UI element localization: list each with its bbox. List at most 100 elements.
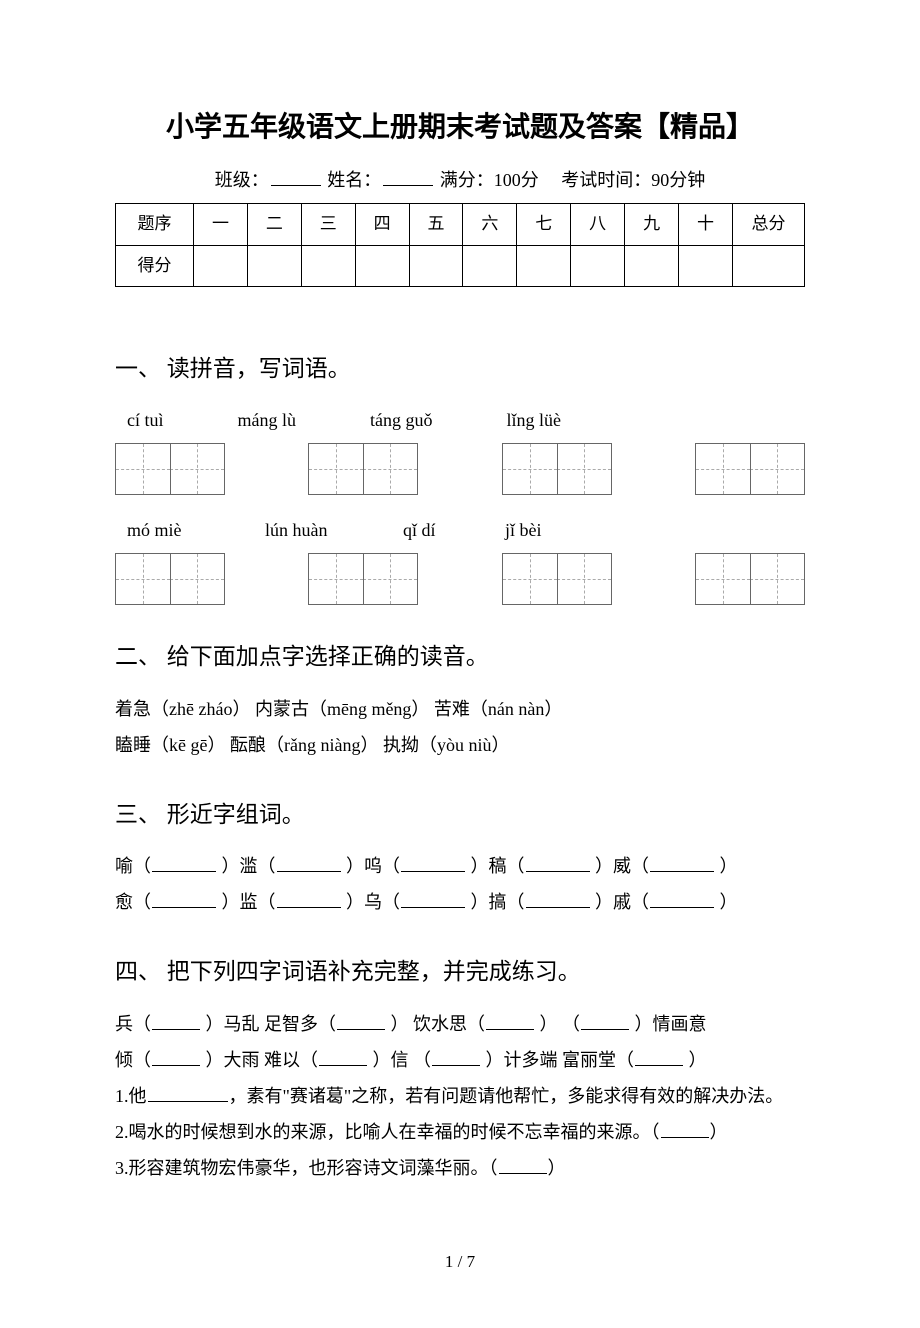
- section-3-heading: 三、 形近字组词。: [115, 793, 805, 837]
- table-cell: 六: [463, 204, 517, 245]
- table-cell: [301, 245, 355, 286]
- text: 2.喝水的时候想到水的来源，比喻人在幸福的时候不忘幸福的来源。（: [115, 1122, 660, 1142]
- char-box: [115, 553, 225, 605]
- pinyin-text: qǐ dí: [403, 513, 505, 547]
- text: 1.他: [115, 1086, 147, 1106]
- text: ）稿（: [471, 856, 525, 876]
- char-box: [695, 553, 805, 605]
- table-cell: 题序: [116, 204, 194, 245]
- table-cell: [355, 245, 409, 286]
- char-box: [695, 443, 805, 495]
- text: ）滥（: [222, 856, 276, 876]
- text: ）: [710, 1122, 728, 1142]
- pinyin-text: máng lù: [238, 403, 297, 437]
- text: 兵（: [115, 1014, 151, 1034]
- text: ） 饮水思（: [391, 1014, 486, 1034]
- blank: [650, 907, 714, 908]
- section-2-heading: 二、 给下面加点字选择正确的读音。: [115, 635, 805, 679]
- char-box-row-2: [115, 553, 805, 605]
- table-cell: [517, 245, 571, 286]
- name-blank: [383, 185, 433, 186]
- table-cell: 七: [517, 204, 571, 245]
- section-4-q1: 1.他 ，素有"赛诸葛"之称，若有问题请他帮忙，多能求得有效的解决办法。: [115, 1078, 805, 1114]
- table-cell: [733, 245, 805, 286]
- name-label: 姓名：: [327, 170, 381, 190]
- text: ）大雨 难以（: [206, 1050, 319, 1070]
- score-table-header-row: 题序 一 二 三 四 五 六 七 八 九 十 总分: [116, 204, 805, 245]
- blank: [432, 1065, 480, 1066]
- blank: [277, 871, 341, 872]
- meta-line: 班级： 姓名： 满分：100分 考试时间：90分钟: [115, 163, 805, 197]
- blank: [319, 1065, 367, 1066]
- table-cell: 一: [194, 204, 248, 245]
- fullmarks-label: 满分：100分: [440, 170, 539, 190]
- char-box: [502, 553, 612, 605]
- section-3-row-2: 愈（ ）监（ ）乌（ ）搞（ ）戚（ ）: [115, 884, 805, 920]
- table-cell: 五: [409, 204, 463, 245]
- table-cell: [625, 245, 679, 286]
- blank: [152, 871, 216, 872]
- text: ）搞（: [471, 892, 525, 912]
- pinyin-text: táng guǒ: [370, 403, 433, 437]
- blank: [581, 1029, 629, 1030]
- blank: [526, 871, 590, 872]
- text: 愈（: [115, 892, 151, 912]
- table-cell: 二: [247, 204, 301, 245]
- class-blank: [271, 185, 321, 186]
- blank: [526, 907, 590, 908]
- blank: [401, 907, 465, 908]
- blank: [152, 1065, 200, 1066]
- section-1-heading: 一、 读拼音，写词语。: [115, 347, 805, 391]
- blank: [486, 1029, 534, 1030]
- table-cell: 总分: [733, 204, 805, 245]
- text: ）监（: [222, 892, 276, 912]
- table-cell: 四: [355, 204, 409, 245]
- pinyin-text: lún huàn: [265, 513, 403, 547]
- pinyin-text: jǐ bèi: [505, 513, 542, 547]
- text: ，素有"赛诸葛"之称，若有问题请他帮忙，多能求得有效的解决办法。: [229, 1086, 784, 1106]
- text: 喻（: [115, 856, 151, 876]
- text: ）乌（: [346, 892, 400, 912]
- section-4-row-1: 兵（ ）马乱 足智多（ ） 饮水思（ ） （ ）情画意: [115, 1006, 805, 1042]
- text: ）马乱 足智多（: [206, 1014, 337, 1034]
- char-box: [308, 443, 418, 495]
- table-cell: [247, 245, 301, 286]
- table-cell: 九: [625, 204, 679, 245]
- text: ）戚（: [595, 892, 649, 912]
- section-2-line-1: 着急（zhē zháo） 内蒙古（mēng měng） 苦难（nán nàn）: [115, 691, 805, 727]
- blank: [337, 1029, 385, 1030]
- table-cell: 三: [301, 204, 355, 245]
- table-cell: 十: [679, 204, 733, 245]
- page-number: 1 / 7: [115, 1246, 805, 1278]
- blank: [277, 907, 341, 908]
- pinyin-text: mó miè: [127, 513, 265, 547]
- section-4-q2: 2.喝水的时候想到水的来源，比喻人在幸福的时候不忘幸福的来源。（ ）: [115, 1114, 805, 1150]
- score-table-score-row: 得分: [116, 245, 805, 286]
- text: ）: [689, 1050, 707, 1070]
- table-cell: 得分: [116, 245, 194, 286]
- table-cell: [409, 245, 463, 286]
- table-cell: [679, 245, 733, 286]
- text: ）情画意: [635, 1014, 707, 1034]
- table-cell: [194, 245, 248, 286]
- blank: [148, 1101, 228, 1102]
- document-title: 小学五年级语文上册期末考试题及答案【精品】: [115, 100, 805, 153]
- char-box: [115, 443, 225, 495]
- blank: [635, 1065, 683, 1066]
- text: ） （: [540, 1014, 581, 1034]
- char-box-row-1: [115, 443, 805, 495]
- score-table: 题序 一 二 三 四 五 六 七 八 九 十 总分 得分: [115, 203, 805, 287]
- blank: [152, 1029, 200, 1030]
- text: ）: [720, 856, 738, 876]
- blank: [661, 1137, 709, 1138]
- blank: [650, 871, 714, 872]
- char-box: [308, 553, 418, 605]
- char-box: [502, 443, 612, 495]
- text: ）信 （: [373, 1050, 432, 1070]
- text: ）计多端 富丽堂（: [486, 1050, 635, 1070]
- section-4-heading: 四、 把下列四字词语补充完整，并完成练习。: [115, 950, 805, 994]
- blank: [152, 907, 216, 908]
- class-label: 班级：: [215, 170, 269, 190]
- table-cell: 八: [571, 204, 625, 245]
- section-2-line-2: 瞌睡（kē gē） 酝酿（rǎng niàng） 执拗（yòu niù）: [115, 727, 805, 763]
